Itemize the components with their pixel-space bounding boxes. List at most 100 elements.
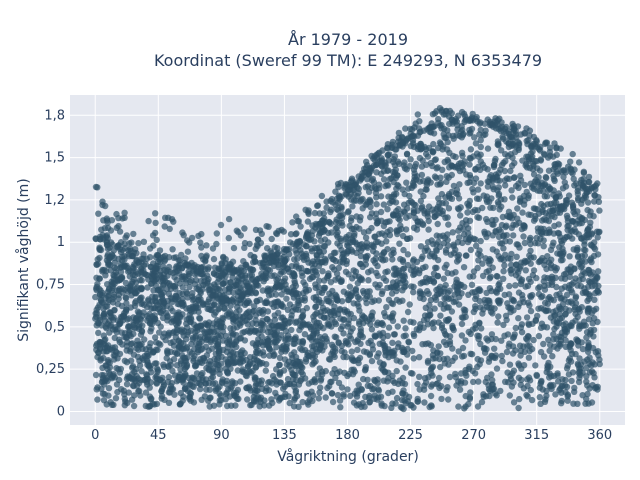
data-point (517, 172, 524, 179)
data-point (494, 297, 502, 304)
data-point (512, 127, 519, 135)
data-point (167, 305, 174, 312)
data-point (541, 193, 548, 200)
data-point (100, 397, 108, 404)
data-point (214, 344, 222, 351)
data-point (431, 173, 439, 180)
data-point (452, 246, 459, 253)
data-point (515, 374, 523, 381)
data-point (182, 364, 190, 371)
data-point (296, 326, 303, 334)
data-point (318, 192, 326, 200)
data-point (323, 338, 331, 345)
data-point (589, 382, 596, 389)
data-point (566, 253, 573, 260)
data-point (460, 264, 468, 271)
data-point (335, 183, 342, 191)
data-point (428, 237, 435, 244)
data-point (574, 338, 581, 345)
data-point (133, 249, 140, 257)
data-point (189, 374, 197, 382)
data-point (533, 372, 541, 380)
data-point (486, 121, 494, 129)
data-point (427, 296, 435, 304)
data-point (596, 360, 603, 368)
data-point (540, 188, 547, 195)
data-point (220, 280, 227, 287)
data-point (92, 371, 100, 379)
data-point (484, 230, 492, 237)
data-point (550, 153, 557, 160)
data-point (348, 348, 355, 355)
data-point (506, 282, 513, 290)
data-point (338, 278, 345, 285)
data-point (195, 297, 202, 304)
data-point (418, 163, 426, 170)
data-point (320, 243, 328, 250)
data-point (359, 287, 367, 295)
data-point (311, 238, 318, 245)
data-point (110, 247, 118, 254)
data-point (465, 225, 472, 232)
data-point (262, 269, 270, 276)
data-point (380, 201, 387, 208)
data-point (492, 155, 499, 163)
data-point (338, 219, 345, 226)
data-point (416, 290, 423, 297)
data-point (102, 272, 109, 279)
data-point (348, 196, 355, 203)
data-point (368, 326, 376, 333)
data-point (458, 320, 466, 328)
data-point (210, 402, 218, 409)
data-point (219, 376, 226, 383)
data-point (439, 146, 446, 153)
data-point (437, 180, 445, 187)
data-point (588, 258, 595, 266)
data-point (180, 354, 187, 361)
data-point (282, 336, 289, 344)
data-point (545, 295, 552, 302)
data-point (368, 152, 375, 160)
data-point (440, 305, 447, 312)
data-point (180, 301, 187, 309)
data-point (330, 307, 338, 315)
data-point (493, 365, 501, 372)
data-point (332, 249, 339, 256)
data-point (154, 319, 162, 327)
data-point (468, 281, 476, 288)
data-point (410, 330, 417, 338)
data-point (427, 311, 434, 319)
data-point (452, 374, 459, 381)
data-point (483, 289, 490, 297)
data-point (558, 275, 565, 282)
data-point (475, 186, 482, 193)
data-point (559, 245, 566, 252)
data-point (543, 174, 550, 182)
data-point (374, 380, 381, 387)
data-point (157, 278, 165, 285)
data-point (584, 226, 592, 233)
data-point (469, 289, 476, 296)
data-point (107, 227, 115, 234)
data-point (180, 345, 187, 353)
data-point (164, 350, 171, 357)
data-point (502, 238, 509, 245)
data-point (293, 392, 301, 400)
data-point (378, 290, 386, 298)
data-point (137, 392, 144, 399)
data-point (291, 340, 298, 347)
data-point (258, 333, 265, 340)
data-point (512, 221, 520, 228)
data-point (479, 310, 486, 317)
data-point (161, 223, 168, 230)
data-point (474, 403, 482, 410)
data-point (269, 372, 277, 380)
data-point (429, 111, 437, 118)
data-point (198, 244, 205, 251)
data-point (102, 362, 109, 369)
data-point (140, 251, 147, 258)
data-point (271, 312, 278, 319)
data-point (359, 315, 366, 322)
data-point (396, 377, 403, 384)
data-point (194, 359, 201, 366)
